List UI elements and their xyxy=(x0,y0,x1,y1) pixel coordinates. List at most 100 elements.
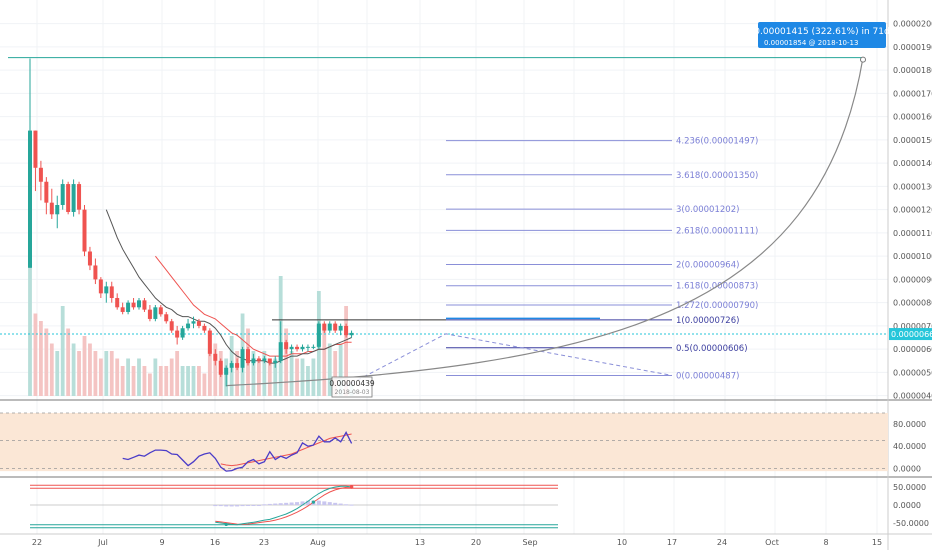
cross-marker xyxy=(349,485,354,489)
candle-body xyxy=(55,205,60,215)
volume-bar xyxy=(295,358,299,396)
candle-body xyxy=(147,309,152,319)
time-tick-label: 22 xyxy=(32,538,42,547)
candle-body xyxy=(169,321,174,331)
volume-bar xyxy=(186,366,190,396)
price-tick-label: 0.00000500 xyxy=(893,368,932,377)
volume-bar xyxy=(104,351,109,396)
candle-body xyxy=(349,332,354,336)
fib-label: 0(0.00000487) xyxy=(676,371,739,381)
candle-body xyxy=(104,286,109,294)
candle-body xyxy=(109,286,114,299)
candle-body xyxy=(240,349,245,368)
volume-bar xyxy=(262,351,267,396)
volume-bar xyxy=(153,358,158,396)
fib-label: 1.272(0.00000790) xyxy=(676,301,758,311)
histogram-bar xyxy=(344,504,349,506)
price-tick-label: 0.00000700 xyxy=(893,322,932,331)
price-tick-label: 0.00000900 xyxy=(893,275,932,284)
volume-bar xyxy=(158,366,163,396)
candle-body xyxy=(246,349,250,364)
volume-bar xyxy=(207,351,212,396)
volume-bar xyxy=(131,366,136,396)
fib-label: 3.618(0.00001350) xyxy=(676,171,758,181)
volume-bar xyxy=(115,358,120,396)
candle-body xyxy=(316,323,321,347)
candle-body xyxy=(344,325,349,336)
candle-body xyxy=(28,130,32,268)
projection-curve xyxy=(226,57,864,387)
candle-body xyxy=(207,330,212,354)
histogram-bar xyxy=(349,504,354,506)
cross-marker xyxy=(224,522,228,527)
stoch-tick-label: 0.0000 xyxy=(893,501,921,510)
volume-bar xyxy=(164,366,169,396)
volume-bar xyxy=(77,351,81,396)
volume-bar xyxy=(235,351,239,396)
volume-bar xyxy=(251,351,256,396)
price-tick-label: 0.00001600 xyxy=(893,113,932,122)
price-tick-label: 0.00000800 xyxy=(893,299,932,308)
time-tick-label: 15 xyxy=(872,538,882,547)
stoch-pane[interactable]: 50.0000 0.0000 -50.0000 xyxy=(30,483,929,529)
price-pane[interactable]: 4.236(0.00001497) 3.618(0.00001350) 3(0.00… xyxy=(0,56,888,396)
candle-body xyxy=(82,209,87,252)
volume-bar xyxy=(66,328,71,396)
candle-body xyxy=(202,325,207,331)
candle-body xyxy=(87,251,92,266)
fib-label: 1(0.00000726) xyxy=(676,316,739,326)
ma-dark-line xyxy=(105,209,352,364)
volume-bar xyxy=(333,351,338,396)
candle-body xyxy=(180,328,185,338)
target-tooltip[interactable]: 0.00001415 (322.61%) in 71d 0.00001854 @… xyxy=(754,22,890,48)
target-point xyxy=(860,56,866,63)
time-tick-label: 13 xyxy=(415,538,425,547)
histogram-bar xyxy=(213,505,218,507)
histogram-bar xyxy=(246,505,250,506)
time-tick-label: 24 xyxy=(717,538,727,547)
volume-bar xyxy=(202,373,207,396)
histogram-bar xyxy=(224,505,229,507)
price-tick-label: 0.00001700 xyxy=(893,89,932,98)
fib-label: 3(0.00001202) xyxy=(676,205,739,215)
price-axis: 0.00002000 0.00001900 0.00001800 0.00001700… xyxy=(889,20,932,401)
volume-bar xyxy=(169,358,174,396)
candle-body xyxy=(327,323,332,331)
time-tick-label: Oct xyxy=(765,538,779,547)
volume-bar xyxy=(28,261,32,396)
candle-body xyxy=(49,202,54,215)
low-marker: 0.00000439 2018-08-03 xyxy=(329,376,375,398)
volume-bar xyxy=(289,351,294,396)
volume-bar xyxy=(88,343,92,396)
rsi-tick-label: 40.0000 xyxy=(893,442,926,451)
candle-body xyxy=(267,358,272,364)
candle-body xyxy=(322,323,327,331)
volume-bar xyxy=(213,343,218,396)
volume-bar xyxy=(44,328,49,396)
time-tick-label: 20 xyxy=(471,538,481,547)
histogram-bar xyxy=(267,503,272,505)
histogram-bar xyxy=(251,505,256,506)
volume-bar xyxy=(284,328,289,396)
volume-bar xyxy=(197,366,201,396)
volume-bar xyxy=(257,358,261,396)
volume-bar xyxy=(327,343,332,396)
volume-bar xyxy=(120,366,125,396)
histogram-bar xyxy=(256,505,261,506)
time-axis: 22 Jul 9 16 23 Aug 13 20 Sep 10 17 24 Oct 8 15 xyxy=(32,538,882,547)
candle-body xyxy=(224,367,229,375)
volume-bar xyxy=(33,313,38,396)
rsi-ma-line xyxy=(220,433,352,467)
volume-bar xyxy=(126,358,130,396)
histogram-bar xyxy=(300,501,305,505)
candle-body xyxy=(115,298,120,308)
histogram-bar xyxy=(333,502,338,505)
volume-bar xyxy=(98,358,103,396)
volume-bar xyxy=(175,351,180,396)
candle-body xyxy=(158,307,163,315)
candle-body xyxy=(196,321,201,326)
histogram-bar xyxy=(262,504,267,506)
rsi-pane[interactable]: 80.0000 40.0000 0.0000 xyxy=(0,412,926,473)
time-tick-label: 10 xyxy=(617,538,627,547)
